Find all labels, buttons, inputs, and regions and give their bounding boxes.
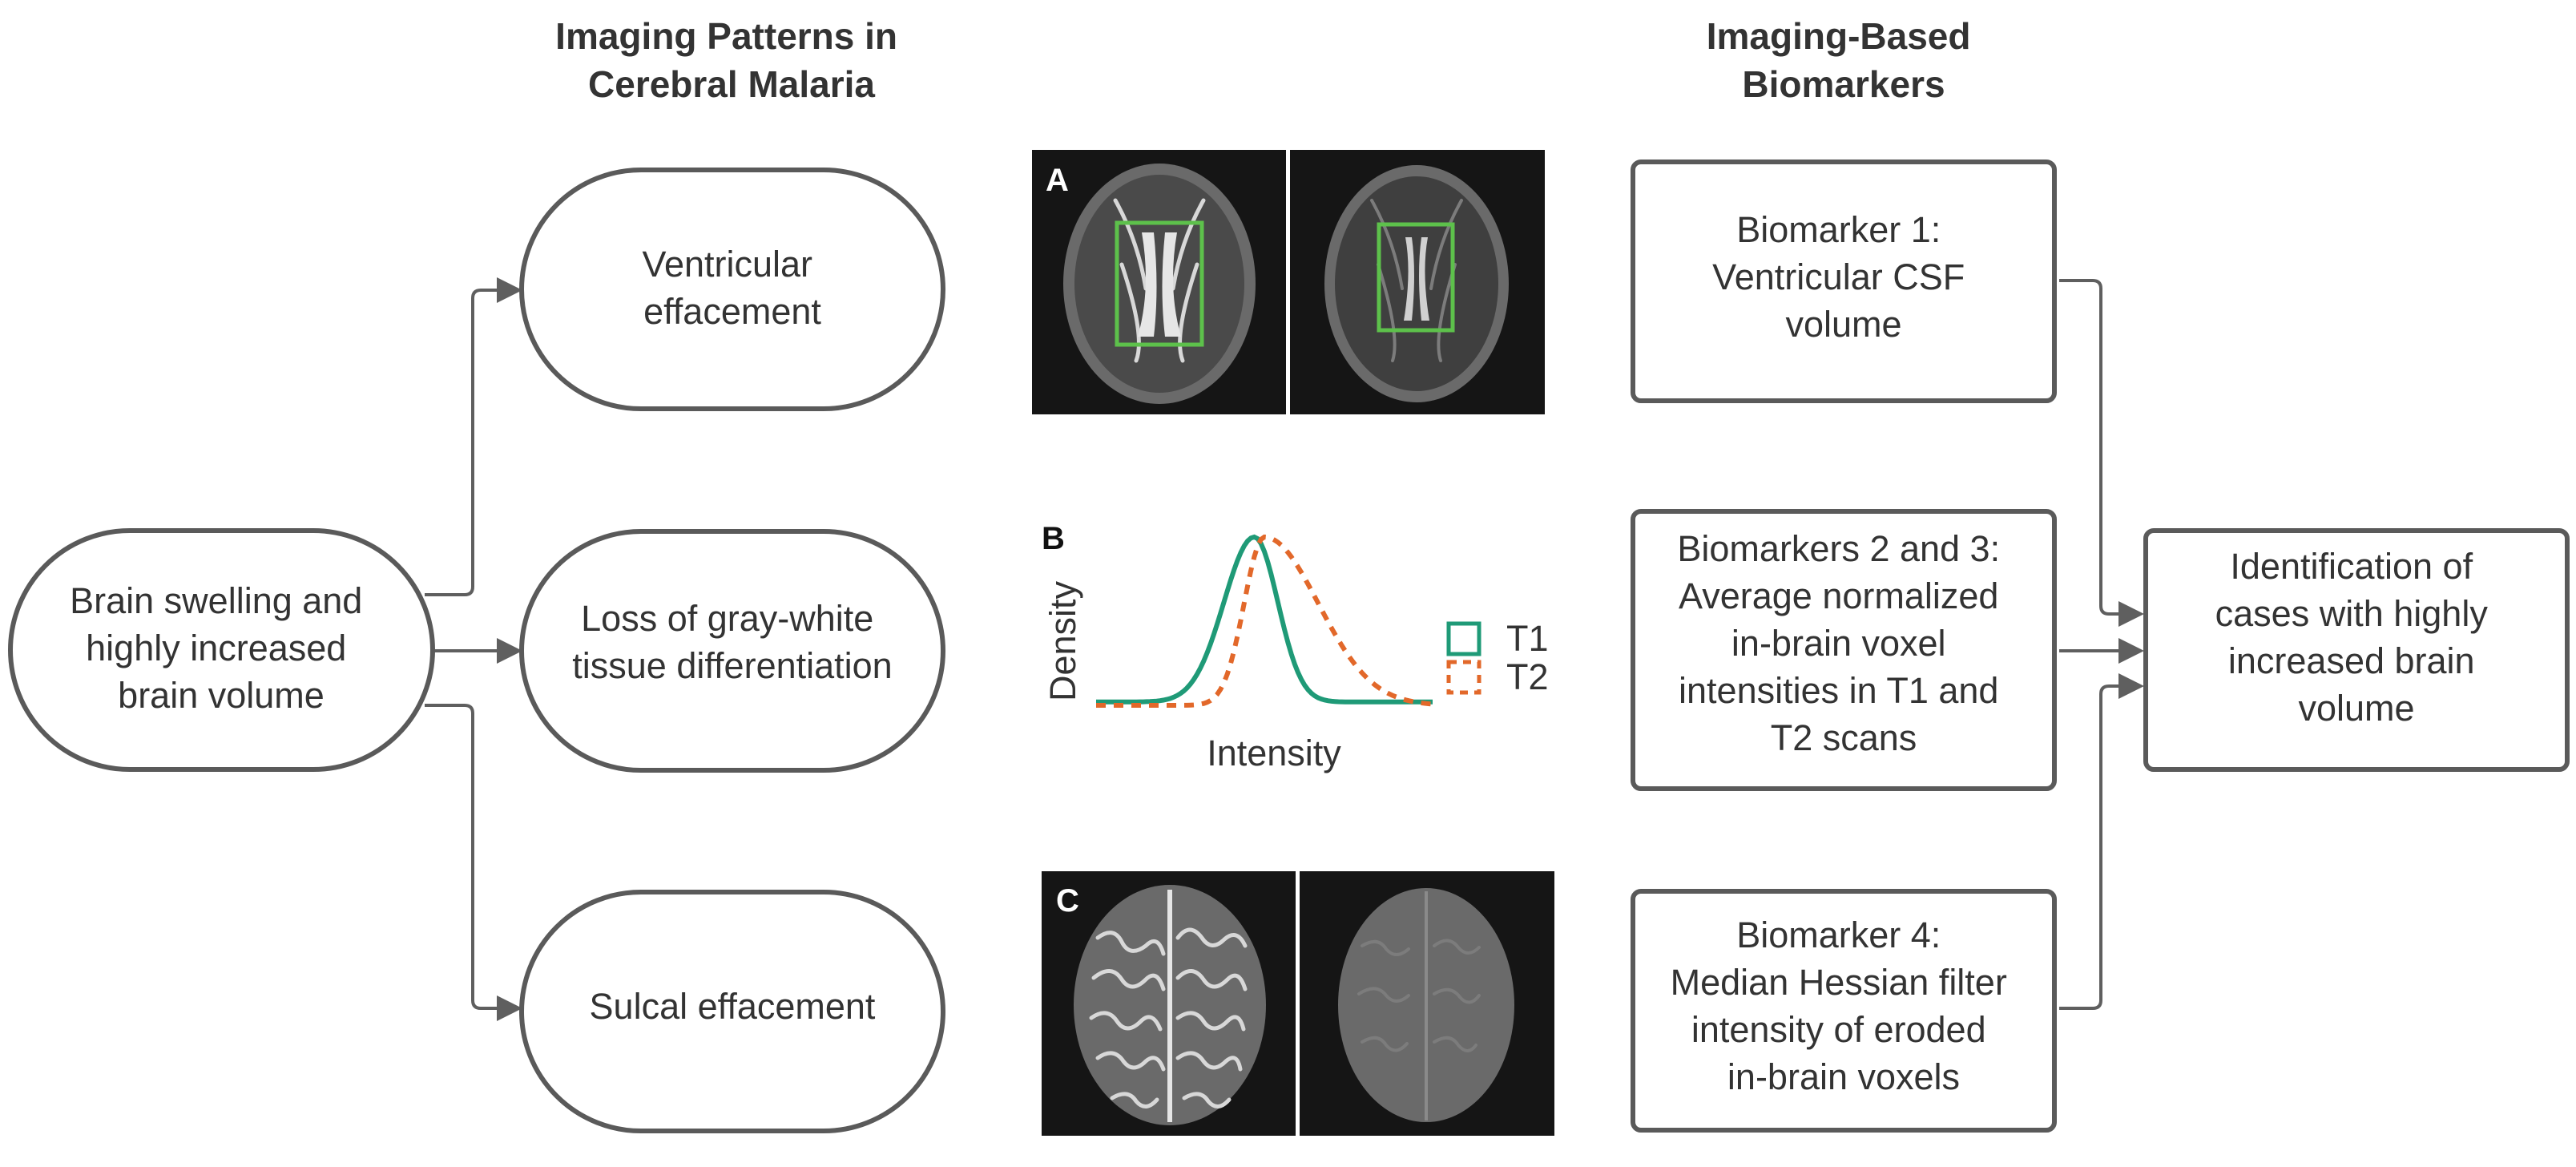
svg-text:Sulcal effacement: Sulcal effacement (590, 986, 876, 1027)
scan-a-right (1324, 165, 1509, 402)
source-to-patterns-connectors (425, 277, 522, 1021)
scan-c-left (1074, 885, 1266, 1125)
biomarker-box-2-3: Biomarkers 2 and 3: Average normalized i… (1631, 509, 2057, 791)
panel-b-density-chart: B Density Intensity T1 T2 (1042, 521, 1549, 773)
heading-imaging-patterns: Imaging Patterns in Cerebral Malaria (555, 15, 908, 105)
chart-xlabel: Intensity (1207, 733, 1341, 773)
svg-text:Biomarkers 2 and 3: Aver: Biomarkers 2 and 3: Average normalized i… (1677, 528, 2010, 758)
scan-c-right (1338, 888, 1514, 1122)
legend-label-t1: T1 (1506, 618, 1549, 659)
panel-a-ventricle-scans: A (1032, 150, 1545, 414)
panel-c-label: C (1056, 883, 1079, 919)
chart-series-t2 (1096, 534, 1433, 708)
panel-b-label: B (1042, 521, 1065, 556)
svg-text:Loss of gray-white tissu: Loss of gray-white tissue differentiatio… (572, 598, 892, 686)
svg-text:Identification of cases: Identification of cases with highly incr… (2215, 546, 2498, 729)
panel-a-label: A (1046, 163, 1069, 198)
chart-ylabel: Density (1042, 580, 1083, 701)
svg-text:Biomarker 4: Median Hess: Biomarker 4: Median Hessian filter inten… (1671, 915, 2018, 1097)
panel-c-sulcal-scans: C (1042, 871, 1554, 1136)
pattern-node-gray-white: Loss of gray-white tissue differentiatio… (519, 529, 945, 773)
legend-label-t2: T2 (1506, 656, 1549, 697)
svg-text:Biomarker 1: Ventricular: Biomarker 1: Ventricular CSF volume (1712, 209, 1975, 345)
biomarker-box-4: Biomarker 4: Median Hessian filter inten… (1631, 889, 2057, 1133)
outcome-box: Identification of cases with highly incr… (2143, 528, 2570, 772)
svg-text:Ventricular effacement: Ventricular effacement (642, 244, 822, 332)
legend-swatch-t1 (1446, 621, 1482, 656)
scan-a-left (1063, 164, 1256, 404)
biomarkers-to-outcome-connectors (2059, 279, 2144, 1010)
chart-legend: T1 T2 (1446, 618, 1549, 697)
chart-series-t1 (1096, 534, 1433, 705)
biomarker-box-1: Biomarker 1: Ventricular CSF volume (1631, 160, 2057, 403)
svg-text:Brain swelling and highl: Brain swelling and highly increased brai… (70, 580, 373, 716)
legend-swatch-t2 (1446, 660, 1482, 695)
heading-imaging-biomarkers: Imaging-Based Biomarkers (1707, 15, 1981, 105)
pattern-node-ventricular: Ventricular effacement (519, 168, 945, 411)
source-node: Brain swelling and highly increased brai… (8, 528, 435, 772)
pattern-node-sulcal: Sulcal effacement (519, 890, 945, 1133)
